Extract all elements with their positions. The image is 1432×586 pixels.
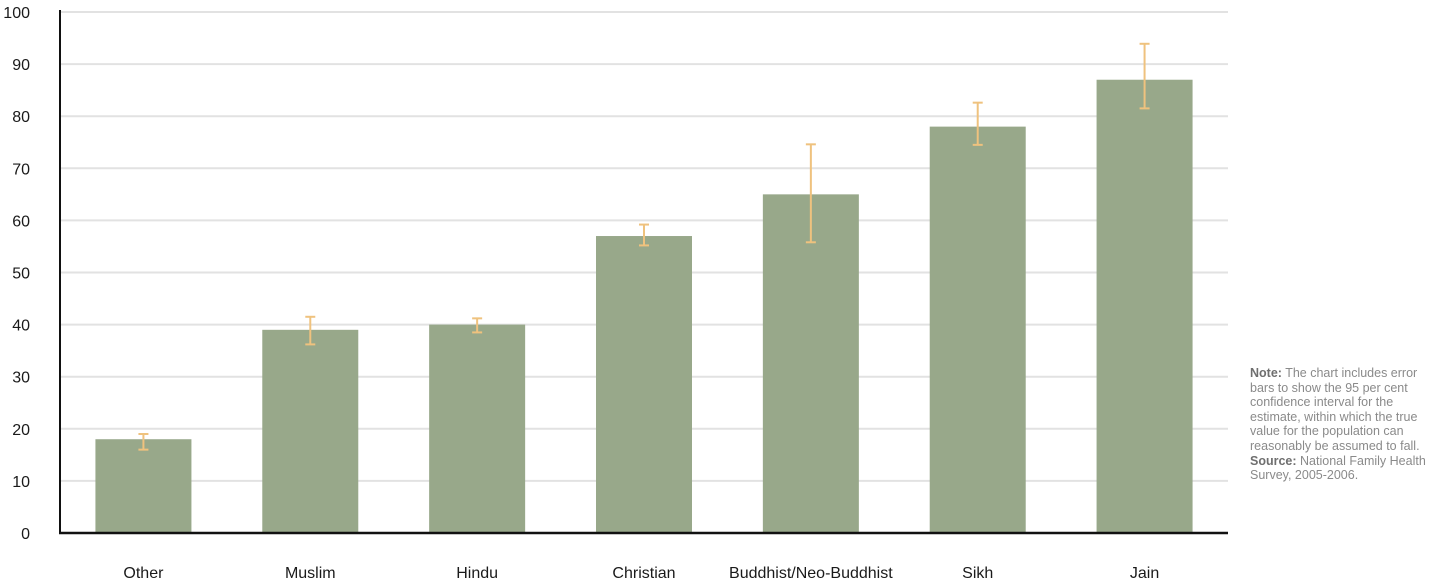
bar [1096,79,1193,533]
x-tick-label: Hindu [456,565,498,582]
y-tick-label: 40 [12,318,30,335]
source-label: Source: [1250,453,1297,468]
bar [762,194,859,533]
source-text: National Family Health Survey, 2005-2006… [1250,453,1426,483]
bar [429,324,526,533]
note-label: Note: [1250,366,1282,380]
y-tick-label: 10 [12,474,30,491]
x-tick-label: Buddhist/Neo-Buddhist [729,565,893,582]
x-tick-label: Sikh [962,565,993,582]
y-tick-label: 90 [12,57,30,74]
x-tick-label: Jain [1130,565,1159,582]
x-tick-label: Muslim [285,565,336,582]
chart-note: Note: The chart includes error bars to s… [1250,366,1432,483]
x-axis-ticks: Other Muslim Hindu Christian Buddhist/Neo-Bu… [123,565,1159,582]
bar [95,439,192,533]
bar [929,126,1026,534]
y-tick-label: 0 [21,526,30,543]
y-tick-label: 30 [12,370,30,387]
x-tick-label: Christian [612,565,675,582]
bar [262,329,359,533]
y-tick-label: 80 [12,109,30,126]
y-tick-label: 60 [12,213,30,230]
bars [95,79,1193,534]
y-tick-label: 100 [3,5,30,22]
error-bars [138,42,1150,451]
x-tick-label: Other [123,565,164,582]
y-tick-label: 70 [12,161,30,178]
axes [59,10,1228,535]
y-tick-label: 50 [12,266,30,283]
bar [596,236,692,533]
y-tick-label: 20 [12,422,30,439]
note-text: The chart includes error bars to show th… [1250,366,1420,453]
y-axis-ticks: 0 10 20 30 40 50 60 70 80 90 100 [3,5,30,543]
